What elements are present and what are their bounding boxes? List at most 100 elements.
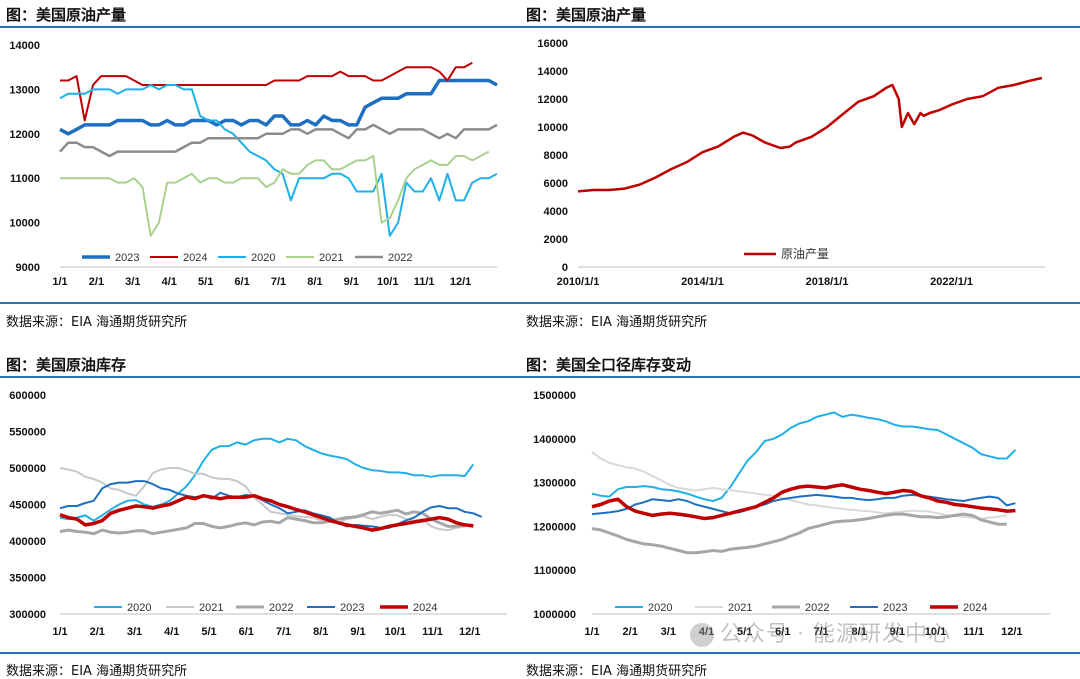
x-tick-label: 5/1 [737, 626, 752, 638]
y-tick-label: 6000 [544, 178, 568, 190]
chart-source: 数据来源：EIA 海通期货研究所 [526, 664, 708, 679]
chart-panel-total-inventory: 图：美国全口径库存变动 1000000 1100000 1200000 1300000… [520, 350, 1080, 679]
x-tick-label: 3/1 [125, 276, 140, 288]
legend-label: 2022 [269, 602, 293, 614]
chart-title: 图：美国原油产量 [6, 6, 127, 24]
x-tick-label: 10/1 [377, 276, 398, 288]
x-tick-label: 7/1 [813, 626, 828, 638]
legend-label: 2023 [883, 602, 907, 614]
legend-label: 2023 [115, 252, 139, 264]
series-line-2023 [59, 480, 483, 529]
x-tick-label: 9/1 [350, 626, 365, 638]
chart-plot: 300000 350000 400000 450000 500000 550000 6000… [9, 390, 507, 638]
x-tick-label: 11/1 [963, 626, 984, 638]
y-tick-label: 300000 [9, 609, 46, 621]
series-line-2023 [59, 78, 498, 136]
y-tick-label: 8000 [544, 150, 568, 162]
x-tick-label: 12/1 [459, 626, 480, 638]
x-tick-label: 6/1 [234, 276, 249, 288]
y-tick-label: 1500000 [533, 390, 576, 402]
series-line-2021 [591, 451, 1007, 520]
x-tick-label: 4/1 [162, 276, 177, 288]
y-tick-label: 450000 [9, 500, 46, 512]
x-tick-label: 2022/1/1 [930, 276, 973, 288]
x-tick-label: 6/1 [775, 626, 790, 638]
chart-panel-crude-inventory: 图：美国原油库存 300000 350000 400000 450000 500000 5… [0, 350, 520, 679]
x-tick-label: 2/1 [90, 626, 105, 638]
chart-title: 图：美国原油库存 [6, 356, 127, 374]
chart-plot: 9000 10000 11000 12000 13000 14000 1/1 2/1 3/1 4/… [9, 40, 498, 288]
x-tick-label: 1/1 [584, 626, 599, 638]
series-line-2020 [591, 411, 1017, 502]
y-tick-label: 1200000 [533, 521, 576, 533]
series-line-2024 [60, 61, 473, 122]
x-tick-label: 12/1 [450, 276, 471, 288]
x-tick-label: 10/1 [385, 626, 406, 638]
y-tick-label: 600000 [9, 390, 46, 402]
watermark-text: 公众号 · 能源研发中心 [720, 622, 951, 647]
y-tick-label: 1100000 [534, 565, 576, 577]
title-rule [520, 26, 1080, 28]
x-tick-label: 2018/1/1 [806, 276, 849, 288]
y-tick-label: 400000 [9, 536, 46, 548]
x-tick-label: 8/1 [313, 626, 328, 638]
series-line-2022 [591, 512, 1007, 555]
y-tick-label: 14000 [537, 66, 568, 78]
chart-source: 数据来源：EIA 海通期货研究所 [6, 664, 188, 679]
y-tick-label: 4000 [544, 206, 568, 218]
x-tick-label: 4/1 [699, 626, 714, 638]
source-rule [0, 652, 520, 654]
x-tick-label: 7/1 [271, 276, 286, 288]
x-tick-label: 11/1 [414, 276, 435, 288]
chart-panel-production-yearly: 图：美国原油产量 9000 10000 11000 12000 13000 14000 1/… [0, 0, 520, 340]
y-tick-label: 2000 [544, 234, 568, 246]
legend-label: 原油产量 [781, 247, 829, 261]
legend-label: 2024 [963, 602, 987, 614]
legend-label: 2020 [648, 602, 672, 614]
chart-panel-production-history: 图：美国原油产量 0 2000 4000 6000 8000 10000 12000 1400… [520, 0, 1080, 340]
source-rule [520, 652, 1080, 654]
source-rule [520, 302, 1080, 304]
series-line-2023 [591, 493, 1016, 516]
watermark: 公众号 · 能源研发中心 [690, 616, 951, 648]
legend-label: 2021 [728, 602, 752, 614]
x-tick-label: 9/1 [344, 276, 359, 288]
y-tick-label: 1000000 [533, 609, 576, 621]
x-tick-label: 8/1 [852, 626, 867, 638]
x-tick-label: 7/1 [276, 626, 291, 638]
chart-plot: 1000000 1100000 1200000 1300000 1400000 15000… [533, 390, 1050, 638]
legend-label: 2024 [413, 602, 437, 614]
chart-title: 图：美国原油产量 [526, 6, 647, 24]
x-tick-label: 12/1 [1001, 626, 1022, 638]
series-line-原油产量 [577, 76, 1043, 193]
y-tick-label: 12000 [9, 129, 40, 141]
y-tick-label: 13000 [9, 84, 40, 96]
series-line-2022 [59, 508, 474, 536]
x-tick-label: 2/1 [623, 626, 638, 638]
source-rule [0, 302, 520, 304]
y-tick-label: 12000 [537, 94, 568, 106]
y-tick-label: 10000 [9, 218, 40, 230]
y-tick-label: 14000 [9, 40, 40, 52]
series-line-2024 [591, 483, 1016, 521]
legend-label: 2022 [805, 602, 829, 614]
x-tick-label: 1/1 [52, 626, 67, 638]
x-tick-label: 2010/1/1 [557, 276, 600, 288]
y-tick-label: 0 [562, 262, 568, 274]
y-tick-label: 9000 [16, 262, 40, 274]
y-tick-label: 1300000 [533, 478, 576, 490]
chart-plot: 0 2000 4000 6000 8000 10000 12000 14000 16000 201… [537, 38, 1045, 288]
series-line-2020 [59, 84, 498, 237]
y-tick-label: 11000 [10, 173, 40, 185]
wechat-icon [690, 623, 714, 647]
x-tick-label: 11/1 [422, 626, 443, 638]
legend-label: 2020 [127, 602, 151, 614]
x-tick-label: 10/1 [925, 626, 946, 638]
x-tick-label: 8/1 [307, 276, 322, 288]
x-tick-label: 2014/1/1 [681, 276, 724, 288]
y-tick-label: 16000 [537, 38, 568, 50]
x-tick-label: 6/1 [239, 626, 254, 638]
x-tick-label: 5/1 [201, 626, 216, 638]
x-tick-label: 9/1 [890, 626, 905, 638]
chart-source: 数据来源：EIA 海通期货研究所 [6, 315, 188, 330]
